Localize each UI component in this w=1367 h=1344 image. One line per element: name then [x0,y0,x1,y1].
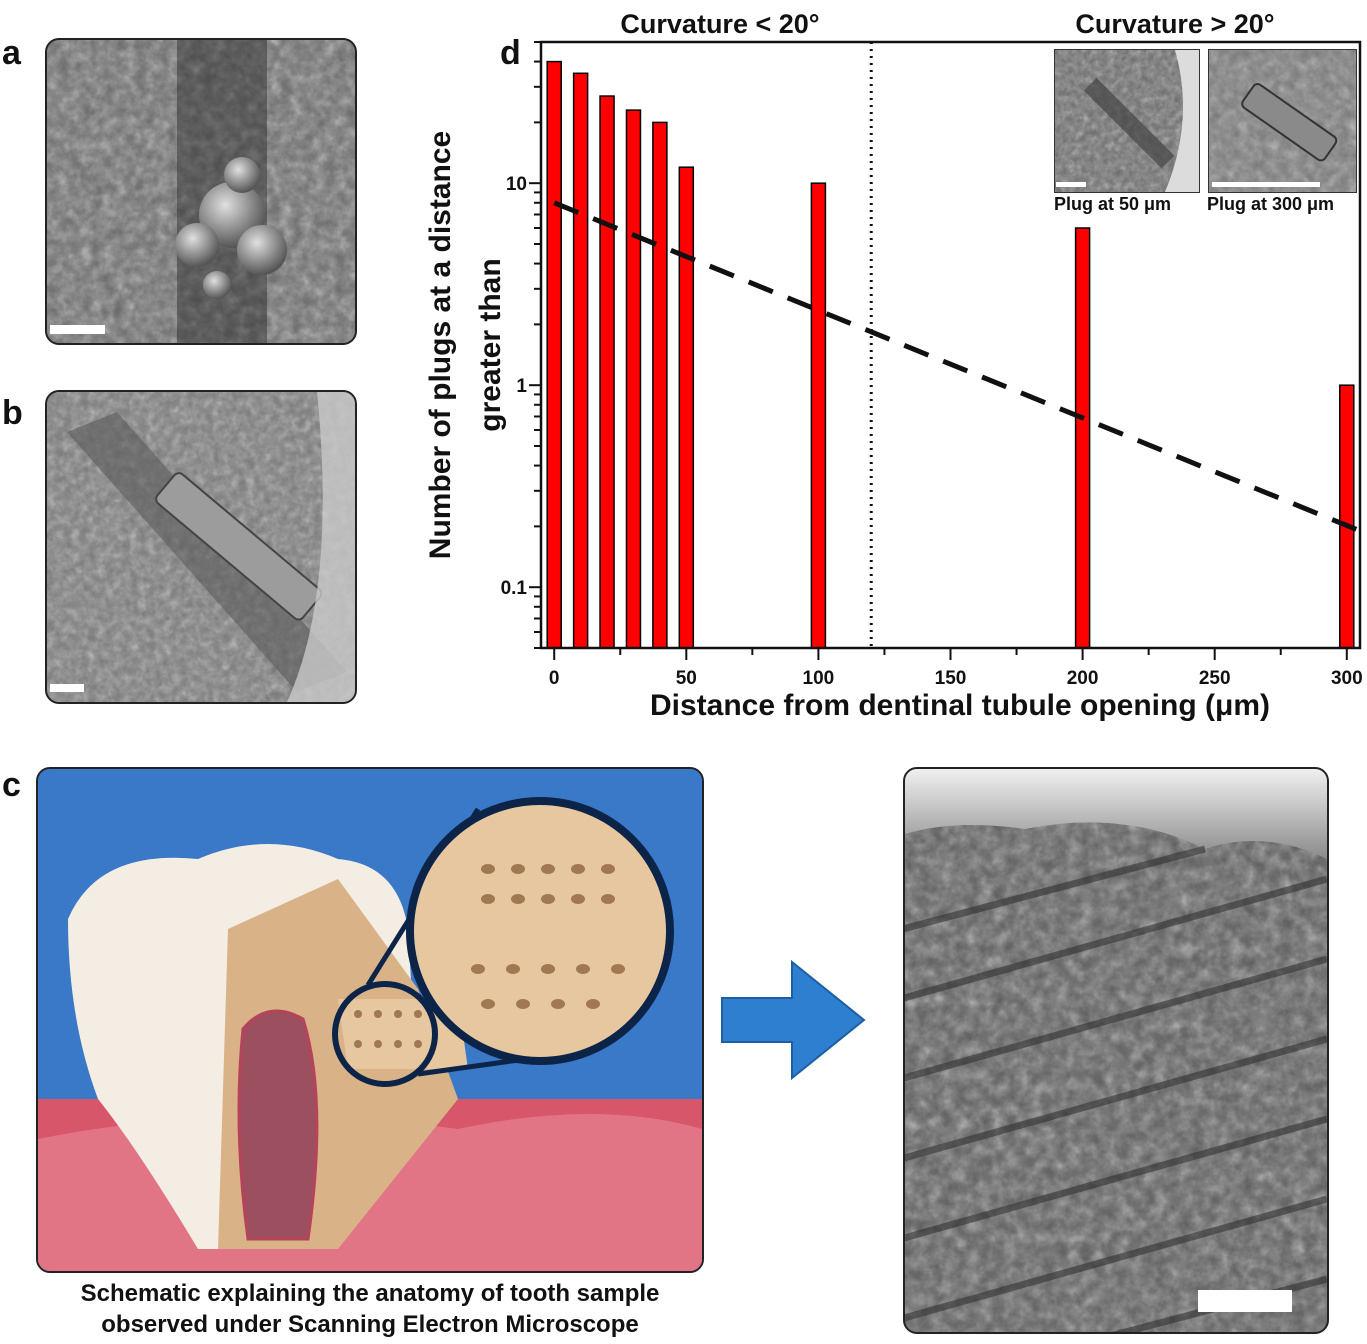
y-axis-label-line1: Number of plugs at a distance [424,131,457,559]
scalebar-a [50,325,105,334]
bar-0 [546,60,562,649]
fit-line [553,200,1361,534]
bar-300 [1339,384,1355,649]
y-tick-label: 1 [516,376,527,397]
x-tick-label: 250 [1199,668,1231,689]
x-tick-label: 50 [676,668,697,689]
bar-40 [652,121,668,649]
bar-200 [1074,227,1091,649]
inset-image-plug-300 [1208,49,1357,193]
x-tick-label: 150 [935,668,967,689]
region-label-low-curvature: Curvature < 20° [620,9,819,39]
inset-image-plug-50 [1054,49,1200,193]
x-tick-label: 300 [1331,668,1363,689]
x-tick-label: 0 [549,668,560,689]
panel-letter-a: a [2,34,21,72]
panel-letter-b: b [2,394,23,432]
scalebar-inset-300 [1212,182,1320,187]
plug-distance-chart: 0 50 100 150 200 250 300 0.1 1 10 Curvature < 20°… [424,9,1363,722]
bar-100 [810,182,827,649]
bar-20 [599,95,615,649]
sem-image-b [45,390,357,704]
inset-label-plug-300: Plug at 300 μm [1207,194,1335,215]
y-axis-label-line2: greater than [474,258,507,431]
tooth-schematic [36,767,704,1273]
right-arrow-icon [721,960,866,1080]
inset-label-plug-50: Plug at 50 μm [1054,194,1172,215]
y-tick-label: 0.1 [501,578,528,599]
bar-30 [625,109,642,649]
sem-image-a [45,38,357,345]
x-tick-label: 200 [1067,668,1099,689]
schematic-caption-line1: Schematic explaining the anatomy of toot… [80,1280,660,1307]
bar-50 [678,166,695,649]
bar-10 [572,72,589,649]
scalebar-c [1198,1290,1292,1312]
region-label-high-curvature: Curvature > 20° [1075,9,1274,39]
panel-letter-d: d [500,34,521,72]
panel-letter-c: c [2,766,21,804]
scalebar-inset-50 [1056,182,1086,187]
x-tick-label: 100 [803,668,835,689]
scalebar-b [50,684,84,692]
x-axis-label: Distance from dentinal tubule opening (μ… [650,689,1270,722]
schematic-caption-line2: observed under Scanning Electron Microsc… [101,1311,639,1338]
y-tick-label: 10 [506,174,527,195]
sem-image-cross-section [903,767,1329,1334]
